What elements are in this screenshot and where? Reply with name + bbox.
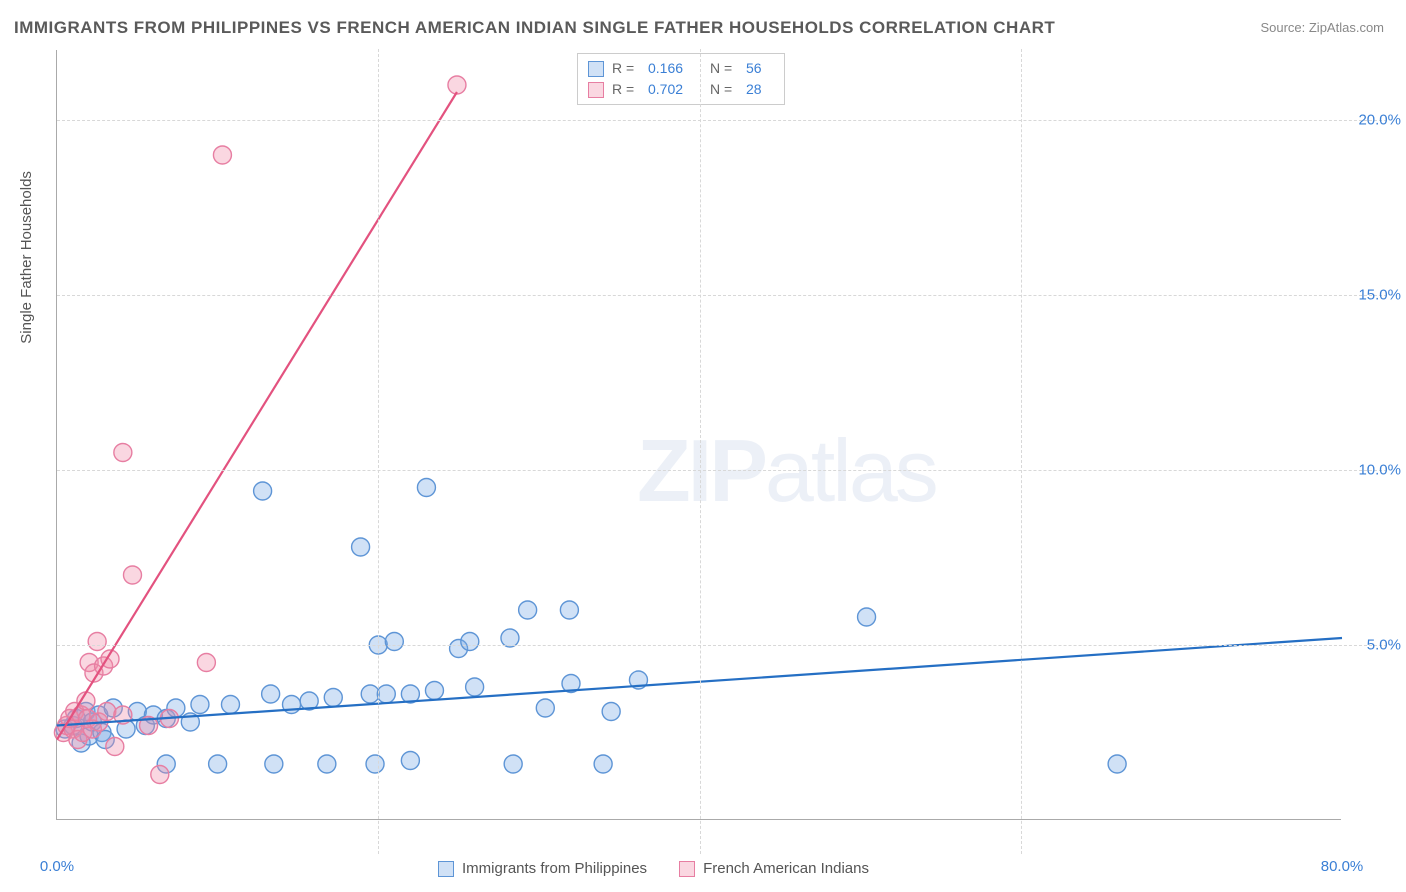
y-tick-label: 10.0% bbox=[1349, 462, 1401, 479]
data-point bbox=[123, 566, 141, 584]
data-point bbox=[221, 696, 239, 714]
data-point bbox=[461, 633, 479, 651]
legend-item: Immigrants from Philippines bbox=[438, 860, 647, 877]
data-point bbox=[385, 633, 403, 651]
data-point bbox=[324, 689, 342, 707]
gridline-h bbox=[57, 645, 1387, 646]
gridline-h bbox=[57, 295, 1387, 296]
data-point bbox=[594, 755, 612, 773]
data-point bbox=[197, 654, 215, 672]
legend-swatch bbox=[438, 861, 454, 877]
legend-swatch bbox=[679, 861, 695, 877]
legend-item: French American Indians bbox=[679, 860, 869, 877]
data-point bbox=[114, 444, 132, 462]
data-point bbox=[98, 703, 116, 721]
data-point bbox=[536, 699, 554, 717]
x-tick-label: 80.0% bbox=[1321, 858, 1364, 875]
data-point bbox=[106, 738, 124, 756]
data-point bbox=[262, 685, 280, 703]
data-point bbox=[466, 678, 484, 696]
y-tick-label: 15.0% bbox=[1349, 287, 1401, 304]
data-point bbox=[209, 755, 227, 773]
data-point bbox=[352, 538, 370, 556]
data-point bbox=[401, 752, 419, 770]
gridline-v bbox=[1021, 49, 1022, 854]
gridline-v bbox=[700, 49, 701, 854]
data-point bbox=[318, 755, 336, 773]
data-point bbox=[1108, 755, 1126, 773]
legend-label: French American Indians bbox=[703, 860, 869, 877]
x-tick-label: 0.0% bbox=[40, 858, 74, 875]
data-point bbox=[88, 633, 106, 651]
data-point bbox=[602, 703, 620, 721]
data-point bbox=[417, 479, 435, 497]
data-point bbox=[858, 608, 876, 626]
data-point bbox=[519, 601, 537, 619]
data-point bbox=[560, 601, 578, 619]
legend-bottom: Immigrants from Philippines French Americ… bbox=[438, 860, 869, 877]
data-point bbox=[265, 755, 283, 773]
y-tick-label: 20.0% bbox=[1349, 112, 1401, 129]
data-point bbox=[504, 755, 522, 773]
y-axis-label: Single Father Households bbox=[18, 171, 35, 344]
data-point bbox=[377, 685, 395, 703]
y-tick-label: 5.0% bbox=[1349, 637, 1401, 654]
data-point bbox=[191, 696, 209, 714]
source-credit: Source: ZipAtlas.com bbox=[1260, 20, 1384, 35]
data-point bbox=[425, 682, 443, 700]
chart-title: IMMIGRANTS FROM PHILIPPINES VS FRENCH AM… bbox=[14, 18, 1055, 38]
data-point bbox=[448, 76, 466, 94]
gridline-h bbox=[57, 470, 1387, 471]
data-point bbox=[151, 766, 169, 784]
data-point bbox=[213, 146, 231, 164]
gridline-h bbox=[57, 120, 1387, 121]
data-point bbox=[366, 755, 384, 773]
legend-label: Immigrants from Philippines bbox=[462, 860, 647, 877]
plot-area: ZIPatlas R =0.166N =56R =0.702N =28 5.0%… bbox=[56, 50, 1341, 820]
data-point bbox=[361, 685, 379, 703]
data-point bbox=[254, 482, 272, 500]
gridline-v bbox=[378, 49, 379, 854]
